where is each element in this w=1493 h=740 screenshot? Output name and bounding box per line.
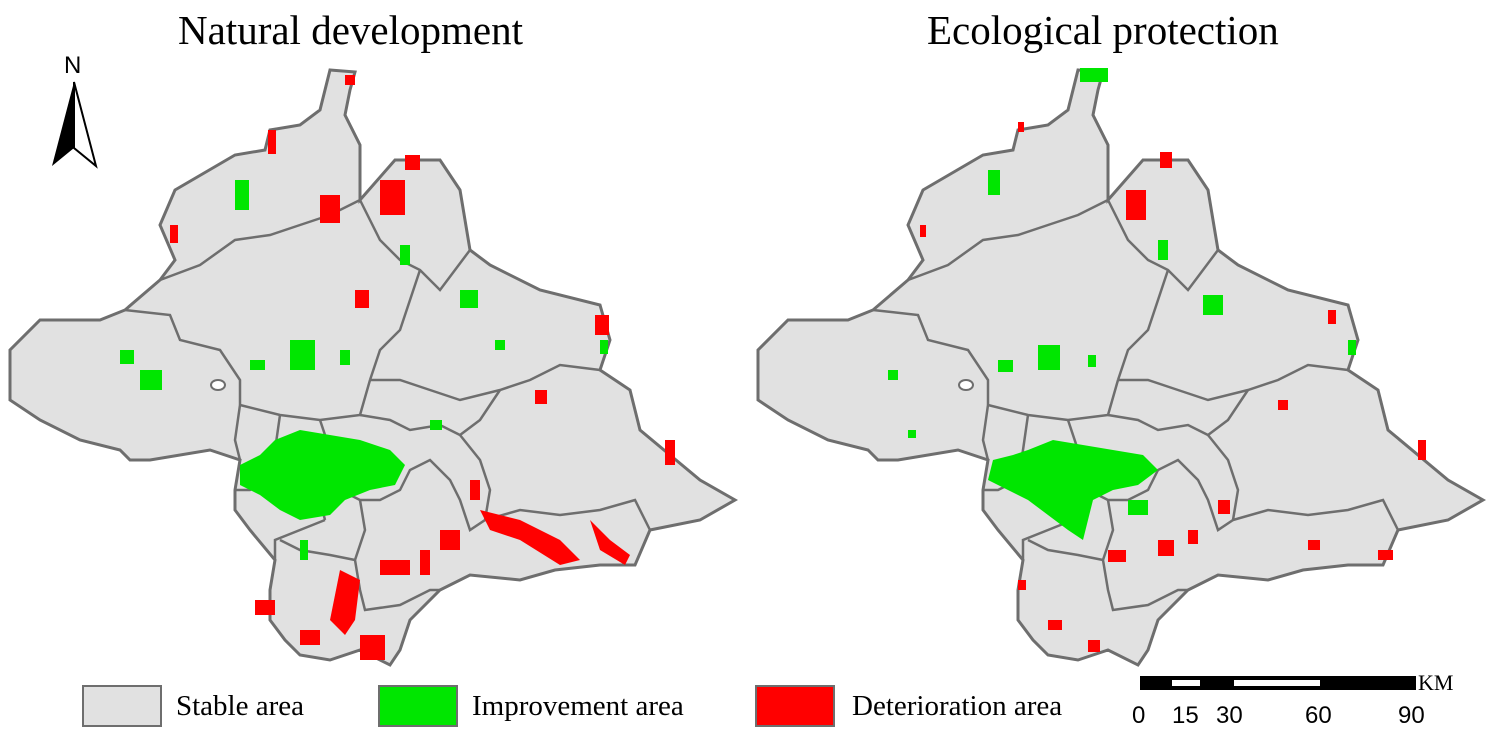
scale-tick-90: 90 <box>1398 702 1425 729</box>
map-title-natural-development: Natural development <box>178 7 523 53</box>
scale-tick-30: 30 <box>1216 702 1243 729</box>
map-title-ecological-protection: Ecological protection <box>927 7 1279 53</box>
map-ecological-protection <box>756 68 1485 667</box>
scale-tick-15: 15 <box>1172 702 1199 729</box>
legend-swatch-stable <box>82 685 162 727</box>
scale-tick-60: 60 <box>1305 702 1332 729</box>
scale-bar <box>1140 676 1416 690</box>
north-arrow-icon <box>52 81 98 169</box>
legend-label-deterioration: Deterioration area <box>852 690 1063 722</box>
north-arrow-label: N <box>64 52 82 79</box>
map-natural-development <box>8 68 737 667</box>
scale-bar-unit: KM <box>1418 670 1454 695</box>
legend-swatch-deterioration <box>755 685 835 727</box>
legend-label-improvement: Improvement area <box>472 690 684 722</box>
scale-tick-0: 0 <box>1132 702 1146 729</box>
legend-swatch-improvement <box>378 685 458 727</box>
legend-label-stable: Stable area <box>176 690 305 722</box>
